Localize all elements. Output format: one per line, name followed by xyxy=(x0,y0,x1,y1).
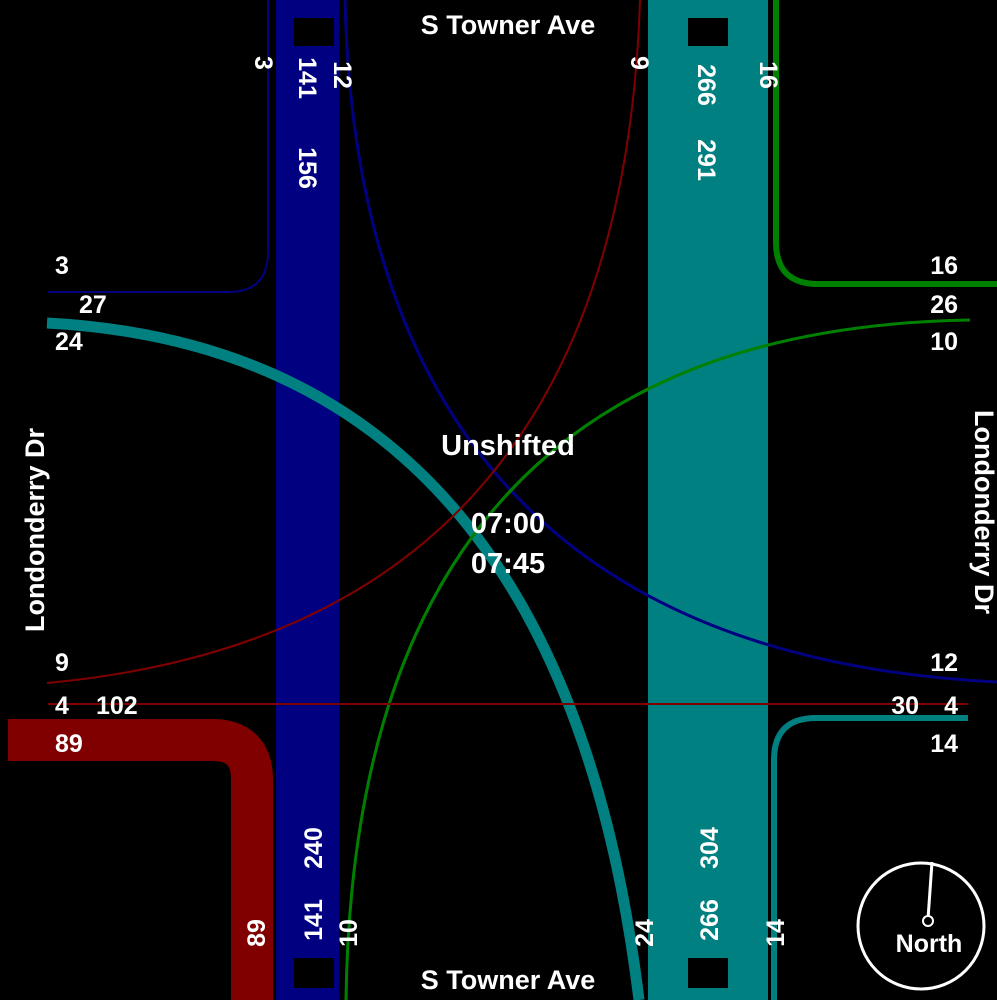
east-count-3: 10 xyxy=(930,328,958,356)
north-to-east-blue-flow xyxy=(343,0,997,684)
south-count-through: 141 xyxy=(300,899,328,941)
street-name-west: Londonderry Dr xyxy=(20,428,50,632)
time-start: 07:00 xyxy=(471,508,545,540)
west-count-6: 89 xyxy=(55,730,83,758)
street-name-south: S Towner Ave xyxy=(421,965,596,995)
north-arrow-icon xyxy=(856,861,986,991)
east-count-5a: 30 xyxy=(891,692,919,720)
east-count-6: 14 xyxy=(930,730,958,758)
south-gap-teal xyxy=(688,958,728,988)
north-count-left: 12 xyxy=(328,61,356,89)
west-to-north-maroon-flow xyxy=(46,0,641,684)
center-title: Unshifted xyxy=(441,430,575,462)
west-count-2: 27 xyxy=(79,291,107,319)
compass-label: North xyxy=(896,930,963,958)
west-count-3: 24 xyxy=(55,328,83,356)
west-count-1: 3 xyxy=(55,252,69,280)
southbound-through-band xyxy=(276,0,339,1000)
west-count-4: 9 xyxy=(55,649,69,677)
north-gap-teal xyxy=(688,18,728,46)
south-total-in: 304 xyxy=(696,827,724,869)
south-gap-blue xyxy=(294,958,334,988)
south-count-teal: 24 xyxy=(631,919,659,947)
street-name-east: Londonderry Dr xyxy=(969,410,997,614)
south-count-right: 89 xyxy=(243,919,271,947)
north-total-in: 156 xyxy=(293,147,321,189)
north-count-out-right: 16 xyxy=(754,61,782,89)
south-count-left: 10 xyxy=(335,919,363,947)
east-count-2: 26 xyxy=(930,291,958,319)
north-gap-blue xyxy=(294,18,334,46)
west-to-south-teal-flow xyxy=(46,317,645,1000)
time-end: 07:45 xyxy=(471,548,545,580)
north-total-out: 291 xyxy=(692,139,720,181)
north-count-right: 3 xyxy=(249,56,277,70)
northbound-through-band xyxy=(648,0,768,1000)
south-to-east-green-flow xyxy=(344,318,971,1000)
east-count-4: 12 xyxy=(930,649,958,677)
north-to-west-right-turn xyxy=(48,0,269,293)
west-count-5a: 4 xyxy=(55,692,69,720)
west-count-5b: 102 xyxy=(96,692,138,720)
south-count-teal-right: 14 xyxy=(762,919,790,947)
south-count-teal-through: 266 xyxy=(696,899,724,941)
south-total-out: 240 xyxy=(300,827,328,869)
south-to-east-right-turn xyxy=(771,715,968,1000)
street-name-north: S Towner Ave xyxy=(421,10,596,40)
north-count-out-left: 9 xyxy=(625,56,653,70)
north-count-through: 141 xyxy=(293,57,321,99)
east-count-1: 16 xyxy=(930,252,958,280)
north-count-out-through: 266 xyxy=(692,64,720,106)
eastbound-right-turn-flow xyxy=(8,719,273,1000)
east-to-north-right-turn xyxy=(773,0,997,287)
east-count-5b: 4 xyxy=(944,692,958,720)
